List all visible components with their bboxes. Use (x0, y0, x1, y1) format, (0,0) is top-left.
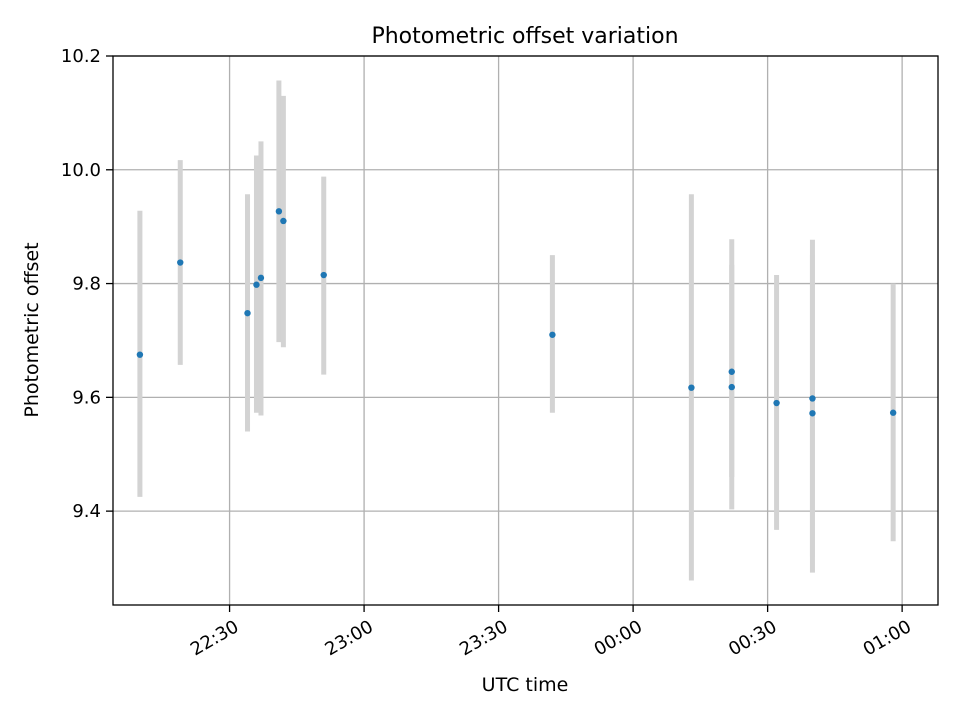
x-axis-label: UTC time (482, 674, 569, 696)
data-point (728, 383, 735, 391)
data-point (809, 410, 816, 417)
data-point (809, 395, 816, 402)
data-point (889, 409, 897, 416)
y-axis-ticks: 9.4 9.6 9.8 10.0 10.2 (61, 46, 113, 522)
y-axis-label: Photometric offset (21, 242, 43, 417)
y-tick-label: 9.8 (72, 274, 101, 295)
data-point (177, 259, 184, 266)
data-point (773, 399, 780, 407)
data-points (136, 208, 897, 417)
data-point (728, 368, 735, 375)
data-point (244, 309, 251, 317)
data-point (549, 331, 556, 338)
y-tick-label: 9.6 (72, 387, 101, 408)
data-point (280, 217, 287, 225)
chart-title: Photometric offset variation (371, 24, 678, 49)
data-point (275, 208, 283, 215)
data-point (688, 384, 695, 391)
data-point (320, 271, 327, 279)
data-point (253, 281, 260, 288)
data-point (257, 274, 265, 282)
y-tick-label: 10.0 (61, 160, 101, 181)
y-tick-label: 10.2 (61, 46, 101, 67)
data-point (136, 351, 144, 358)
plot-frame (112, 55, 939, 606)
y-tick-label: 9.4 (72, 501, 101, 522)
